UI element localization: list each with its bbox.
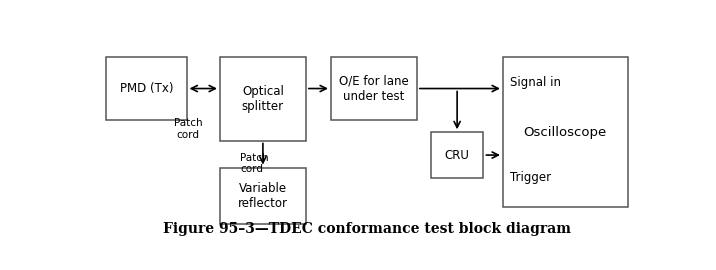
Text: Patch
cord: Patch cord — [241, 153, 269, 174]
Text: Signal in: Signal in — [511, 76, 561, 89]
Text: Variable
reflector: Variable reflector — [238, 182, 288, 210]
FancyBboxPatch shape — [220, 167, 306, 224]
FancyBboxPatch shape — [431, 132, 483, 178]
Text: CRU: CRU — [445, 148, 470, 161]
Text: Figure 95–3—TDEC conformance test block diagram: Figure 95–3—TDEC conformance test block … — [163, 222, 571, 236]
FancyBboxPatch shape — [331, 57, 417, 120]
Text: O/E for lane
under test: O/E for lane under test — [339, 75, 409, 103]
Text: Optical
splitter: Optical splitter — [242, 85, 284, 113]
FancyBboxPatch shape — [220, 57, 306, 140]
Text: Patch
cord: Patch cord — [174, 118, 203, 140]
FancyBboxPatch shape — [106, 57, 187, 120]
Text: Trigger: Trigger — [511, 171, 551, 184]
Text: PMD (Tx): PMD (Tx) — [120, 82, 173, 95]
Text: Oscilloscope: Oscilloscope — [523, 126, 607, 139]
FancyBboxPatch shape — [503, 57, 628, 207]
